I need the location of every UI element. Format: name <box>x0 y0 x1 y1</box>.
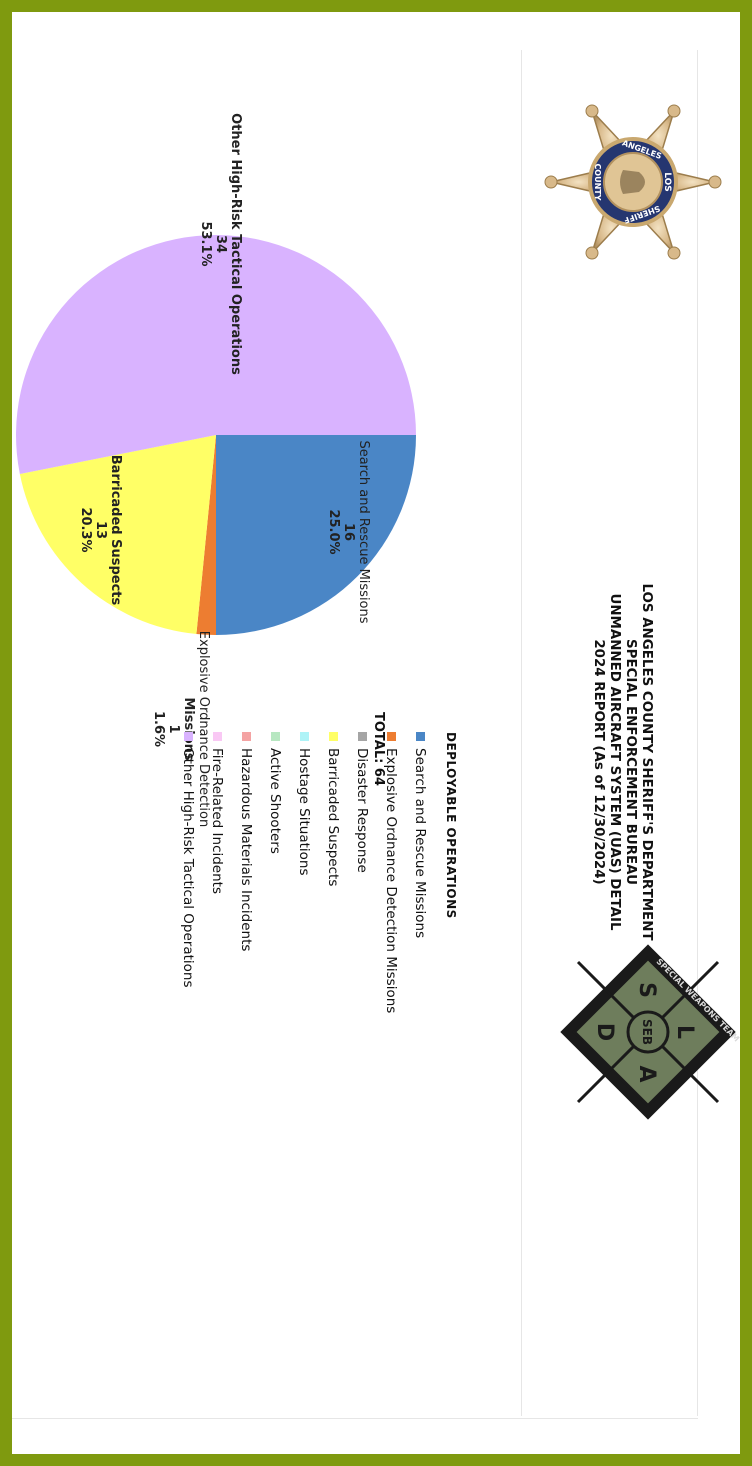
seb-center-text: SEB <box>640 1019 654 1045</box>
pie-data-label-line: Explosive Ordnance Detection <box>196 631 211 827</box>
pie-data-label-line: 13 <box>93 521 108 539</box>
badge-seal-figure <box>620 170 645 194</box>
legend-item-label: Barricaded Suspects <box>325 748 341 887</box>
pie-data-label-line: 34 <box>213 235 228 253</box>
legend-swatch <box>184 732 194 741</box>
seb-letter-bottom: D <box>592 1023 617 1041</box>
legend-item-label: Active Shooters <box>267 748 283 854</box>
seb-diamond-badge-icon: L A S D SEB SPECIAL WEAPONS TEAM <box>560 944 740 1120</box>
legend-swatch <box>242 732 252 741</box>
legend-item-label: Other High-Risk Tactical Operations <box>180 748 196 988</box>
pie-data-label: Other High-Risk Tactical Operations3453.… <box>198 113 243 375</box>
legend-swatch <box>213 732 223 741</box>
seb-letter-left: S <box>634 982 659 998</box>
pie-chart: Search and Rescue Missions1625.0% Explosi… <box>16 113 416 827</box>
pie-data-label: Explosive Ordnance DetectionMissions11.6… <box>151 631 211 827</box>
badge-text-top: LOS <box>662 172 672 192</box>
sheriff-star-badge-icon: LOS ANGELES SHERIFF COUNTY <box>544 104 722 260</box>
badge-star-ball <box>544 175 558 189</box>
rotated-report-content: LOS ANGELES SHERIFF COUNTY L A S D SEB S… <box>12 12 740 1454</box>
pie-slice <box>216 435 416 635</box>
legend-title: DEPLOYABLE OPERATIONS <box>444 732 458 919</box>
legend-item: Barricaded Suspects <box>324 732 342 1013</box>
legend-swatch <box>416 732 426 741</box>
pie-data-label-line: Other High-Risk Tactical Operations <box>228 113 243 375</box>
pie-data-label-line: 20.3% <box>78 507 93 552</box>
legend-item: Fire-Related Incidents <box>208 732 226 1013</box>
legend-item: Hostage Situations <box>295 732 313 1013</box>
legend-item: Other High-Risk Tactical Operations <box>179 732 197 1013</box>
legend-item-label: Explosive Ordnance Detection Missions <box>383 748 399 1014</box>
legend-item-label: Disaster Response <box>354 748 370 873</box>
legend-item: Disaster Response <box>353 732 371 1013</box>
legend-item-label: Hostage Situations <box>296 748 312 876</box>
legend-item: Search and Rescue Missions <box>411 732 429 1013</box>
pie-data-label-line: 53.1% <box>198 221 213 266</box>
pie-data-label-line: Missions <box>181 697 196 761</box>
legend-swatch <box>387 732 397 741</box>
legend: DEPLOYABLE OPERATIONS Search and Rescue … <box>168 732 458 1013</box>
legend-item-label: Fire-Related Incidents <box>209 748 225 894</box>
legend-swatch <box>271 732 281 741</box>
pie-data-label-line: 1 <box>166 724 181 733</box>
badge-star-ball <box>667 246 681 260</box>
legend-swatch <box>329 732 339 741</box>
pie-data-label-line: Search and Rescue Missions <box>356 440 371 623</box>
pie-data-label-line: 25.0% <box>326 509 341 554</box>
legend-item: Active Shooters <box>266 732 284 1013</box>
pie-data-label: Search and Rescue Missions1625.0% <box>326 440 371 623</box>
pie-slice <box>196 435 216 635</box>
pie-data-label-line: 16 <box>341 523 356 541</box>
legend-item-label: Hazardous Materials Incidents <box>238 748 254 952</box>
legend-item: Hazardous Materials Incidents <box>237 732 255 1013</box>
badge-star-ball <box>585 246 599 260</box>
legend-item-label: Search and Rescue Missions <box>412 748 428 939</box>
pie-data-label-line: Barricaded Suspects <box>108 455 123 606</box>
legend-swatch <box>300 732 310 741</box>
badge-star-ball <box>667 104 681 118</box>
legend-swatch <box>358 732 368 741</box>
legend-item: Explosive Ordnance Detection Missions <box>382 732 400 1013</box>
pie-slice <box>16 235 416 475</box>
badge-star-ball <box>585 104 599 118</box>
seb-letter-right: A <box>634 1065 659 1082</box>
pie-data-label: Barricaded Suspects1320.3% <box>78 455 123 606</box>
pie-slice <box>19 435 216 635</box>
badge-text-bottom: COUNTY <box>593 163 602 200</box>
badge-star-ball <box>708 175 722 189</box>
pie-data-label-line: 1.6% <box>151 711 166 747</box>
seb-letter-top: L <box>672 1025 697 1039</box>
seb-center-circle <box>626 1010 670 1054</box>
